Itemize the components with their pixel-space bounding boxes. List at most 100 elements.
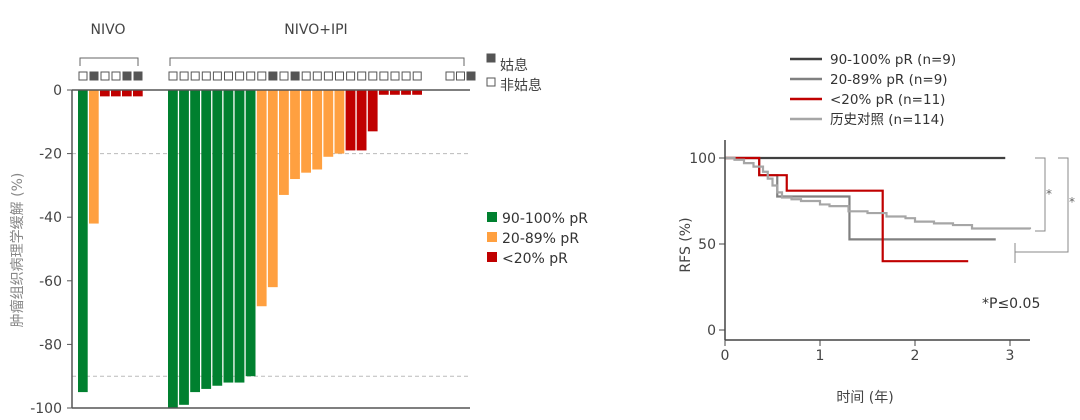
group-bracket xyxy=(169,57,465,66)
non-palliative-marker xyxy=(100,71,110,81)
significance-bracket xyxy=(1014,157,1069,263)
non-palliative-legend-marker xyxy=(486,77,496,87)
non-palliative-marker xyxy=(368,71,378,81)
non-palliative-marker xyxy=(412,71,422,81)
legend-swatch xyxy=(487,252,497,262)
legend-label: 20-89% pR (n=9) xyxy=(830,72,948,88)
bar xyxy=(78,90,88,393)
non-palliative-marker xyxy=(201,71,211,81)
bar xyxy=(179,90,189,405)
bar xyxy=(122,90,132,97)
non-palliative-marker xyxy=(78,71,88,81)
non-palliative-marker xyxy=(357,71,367,81)
palliative-marker xyxy=(268,71,278,81)
non-palliative-marker xyxy=(445,71,455,81)
non-palliative-marker xyxy=(246,71,256,81)
palliative-marker xyxy=(290,71,300,81)
bar xyxy=(356,90,367,151)
y-axis-label: 肿瘤组织病理学缓解 (%) xyxy=(9,173,26,328)
bar xyxy=(345,90,356,151)
bar xyxy=(111,90,121,97)
legend-label: 90-100% pR (n=9) xyxy=(830,52,956,68)
legend-label: <20% pR xyxy=(502,251,568,267)
p-value-note: *P≤0.05 xyxy=(982,296,1040,312)
y-tick-label: 50 xyxy=(698,237,716,253)
palliative-marker xyxy=(89,71,99,81)
non-palliative-marker xyxy=(379,71,389,81)
y-tick-label: -100 xyxy=(30,401,62,417)
non-palliative-marker xyxy=(190,71,200,81)
non-palliative-marker xyxy=(235,71,245,81)
bar xyxy=(201,90,212,389)
bar xyxy=(334,90,345,154)
legend-label: <20% pR (n=11) xyxy=(830,92,945,108)
group-label: NIVO xyxy=(91,22,126,38)
non-palliative-marker xyxy=(257,71,267,81)
km-curve xyxy=(725,156,969,263)
non-palliative-marker xyxy=(279,71,289,81)
legend-label: 历史对照 (n=114) xyxy=(830,112,944,128)
group-bracket xyxy=(79,57,139,66)
legend-swatch xyxy=(487,232,497,242)
bar xyxy=(256,90,267,307)
legend-label: 90-100% pR xyxy=(502,211,588,227)
y-tick-label: 100 xyxy=(689,151,716,167)
bar xyxy=(279,90,289,195)
non-palliative-marker xyxy=(401,71,411,81)
non-palliative-marker xyxy=(179,71,189,81)
bar xyxy=(223,90,234,383)
non-palliative-marker xyxy=(212,71,222,81)
marker-legend-label: 非姑息 xyxy=(500,77,542,94)
bar xyxy=(312,90,323,170)
non-palliative-marker xyxy=(390,71,400,81)
palliative-legend-marker xyxy=(486,53,496,63)
bar xyxy=(367,90,378,132)
non-palliative-marker xyxy=(168,71,178,81)
bar xyxy=(378,90,389,95)
significance-bracket xyxy=(1035,157,1046,232)
non-palliative-marker xyxy=(111,71,121,81)
bar xyxy=(245,90,256,377)
bar xyxy=(168,90,178,408)
palliative-marker xyxy=(122,71,132,81)
y-tick-label: 0 xyxy=(707,323,716,339)
y-axis-label: RFS (%) xyxy=(678,217,694,272)
y-tick-label: -80 xyxy=(39,337,62,353)
palliative-marker xyxy=(133,71,143,81)
bar xyxy=(401,90,411,95)
significance-star: * xyxy=(1069,195,1075,209)
non-palliative-marker xyxy=(224,71,233,81)
bar xyxy=(89,90,99,224)
non-palliative-marker xyxy=(312,71,322,81)
bar xyxy=(290,90,300,180)
y-tick-label: -20 xyxy=(39,147,62,163)
y-tick-label: -40 xyxy=(39,210,62,226)
non-palliative-marker xyxy=(301,71,311,81)
palliative-marker xyxy=(466,71,476,81)
bar xyxy=(190,90,200,393)
marker-legend-label: 姑息 xyxy=(500,57,528,74)
non-palliative-marker xyxy=(456,71,465,81)
legend-label: 20-89% pR xyxy=(502,231,579,247)
bar xyxy=(301,90,311,173)
bar xyxy=(267,90,278,288)
bar xyxy=(100,90,110,97)
bar xyxy=(412,90,422,95)
bar xyxy=(212,90,223,386)
non-palliative-marker xyxy=(323,71,333,81)
bar xyxy=(390,90,400,95)
significance-star: * xyxy=(1046,187,1052,201)
non-palliative-marker xyxy=(335,71,344,81)
km-curve xyxy=(725,156,996,241)
x-tick-label: 0 xyxy=(721,348,730,364)
non-palliative-marker xyxy=(346,71,356,81)
legend-swatch xyxy=(487,212,497,222)
x-tick-label: 3 xyxy=(1006,348,1015,364)
x-tick-label: 2 xyxy=(911,348,920,364)
km-curve xyxy=(725,156,1032,230)
bar xyxy=(133,90,143,97)
bar xyxy=(234,90,245,383)
bar xyxy=(323,90,334,157)
